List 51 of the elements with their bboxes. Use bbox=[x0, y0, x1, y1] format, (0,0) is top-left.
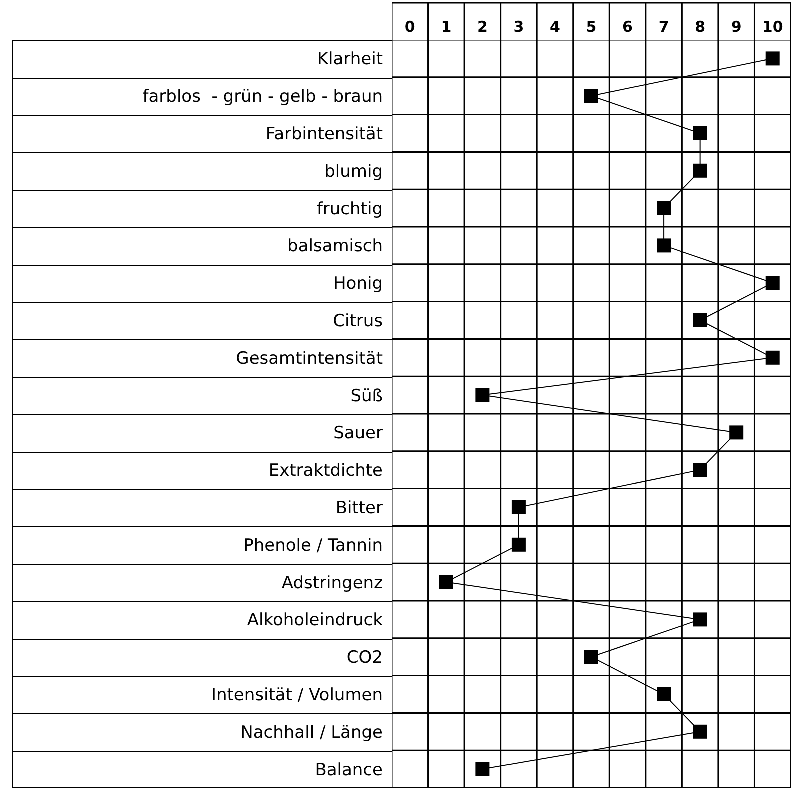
y-tick-label: Gesamtintensität bbox=[236, 348, 384, 369]
point bbox=[439, 575, 454, 590]
y-tick-label: Balance bbox=[315, 760, 383, 780]
y-tick-label: Phenole / Tannin bbox=[244, 536, 383, 556]
x-tick-label: 8 bbox=[695, 18, 706, 36]
y-tick-label: Nachhall / Länge bbox=[240, 722, 383, 743]
y-tick-label: Citrus bbox=[333, 311, 384, 332]
y-tick-label: blumig bbox=[324, 162, 383, 182]
point bbox=[584, 650, 598, 664]
point bbox=[693, 126, 708, 140]
y-tick-label: Süß bbox=[350, 386, 383, 406]
y-tick-label: Honig bbox=[334, 274, 383, 294]
point bbox=[476, 388, 490, 402]
point bbox=[693, 724, 708, 739]
point bbox=[657, 688, 672, 702]
y-tick-label: Farbintensität bbox=[266, 124, 384, 144]
y-tick-label: balsamisch bbox=[288, 236, 383, 257]
x-tick-label: 6 bbox=[622, 18, 633, 36]
x-tick-label: 5 bbox=[586, 18, 597, 36]
x-tick-label: 3 bbox=[514, 18, 524, 36]
point bbox=[730, 426, 744, 440]
x-tick-label: 10 bbox=[762, 18, 784, 36]
x-tick-label: 1 bbox=[441, 18, 452, 36]
point bbox=[766, 52, 780, 66]
x-tick-label: 0 bbox=[404, 18, 416, 36]
point bbox=[657, 238, 672, 253]
y-tick-label: fruchtig bbox=[316, 199, 383, 220]
point bbox=[657, 201, 672, 216]
y-tick-label: Alkoholeindruck bbox=[247, 610, 384, 631]
y-tick-label: Intensität / Volumen bbox=[211, 685, 383, 706]
y-tick-label: Klarheit bbox=[317, 50, 384, 70]
point bbox=[693, 612, 708, 627]
point bbox=[693, 314, 708, 328]
point bbox=[766, 276, 780, 290]
x-tick-label: 9 bbox=[731, 18, 742, 36]
x-tick-label: 2 bbox=[477, 18, 488, 36]
point bbox=[512, 500, 526, 514]
point bbox=[693, 463, 708, 478]
y-tick-label: Bitter bbox=[336, 498, 384, 518]
y-tick-label: CO2 bbox=[346, 648, 383, 668]
point bbox=[476, 762, 490, 776]
y-tick-label: Sauer bbox=[334, 424, 384, 444]
point bbox=[584, 89, 598, 104]
y-tick-label: Adstringenz bbox=[282, 573, 384, 594]
point bbox=[766, 350, 780, 365]
y-tick-label: Extraktdichte bbox=[268, 461, 383, 482]
point bbox=[512, 538, 526, 552]
point bbox=[693, 164, 708, 178]
x-tick-label: 7 bbox=[658, 18, 670, 36]
x-tick-label: 4 bbox=[550, 18, 560, 36]
y-tick-label: farblos - grün - gelb - braun bbox=[142, 87, 383, 108]
